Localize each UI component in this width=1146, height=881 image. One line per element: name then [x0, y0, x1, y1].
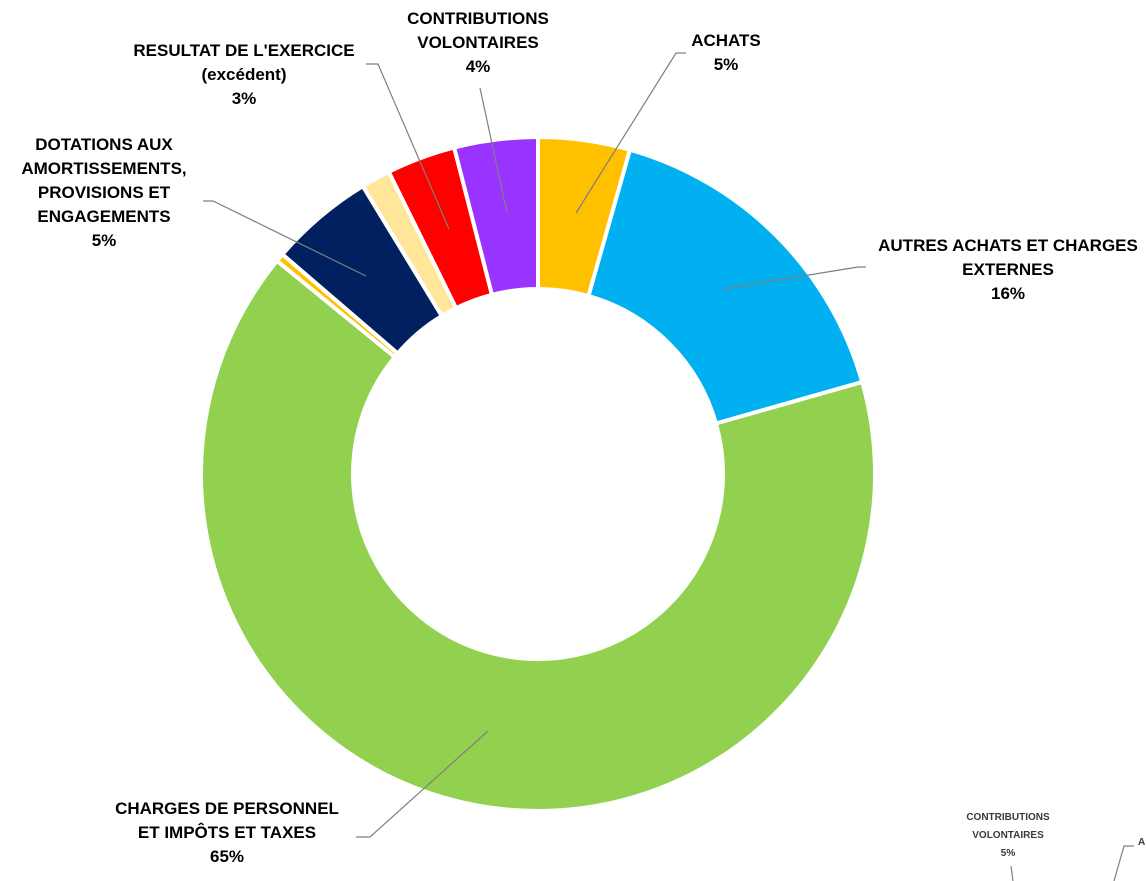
- data-label-percent: 5%: [714, 55, 739, 74]
- data-label-percent: 16%: [991, 284, 1025, 303]
- data-label-text: ACHATS: [691, 31, 761, 50]
- data-label-text: EXTERNES: [962, 260, 1054, 279]
- data-label-text: CHARGES DE PERSONNEL: [115, 799, 339, 818]
- data-label-text: VOLONTAIRES: [972, 830, 1044, 841]
- data-label-text: AMORTISSEMENTS,: [21, 159, 186, 178]
- data-label-text: VOLONTAIRES: [417, 33, 539, 52]
- second-chart-fragment: CONTRIBUTIONS VOLONTAIRES 5% A: [966, 812, 1145, 881]
- data-label-text: ENGAGEMENTS: [37, 207, 170, 226]
- donut-slices: [201, 137, 875, 811]
- data-label-text: A: [1138, 837, 1145, 848]
- data-label-percent: 3%: [232, 89, 257, 108]
- data-label-text: DOTATIONS AUX: [35, 135, 173, 154]
- data-label-text: CONTRIBUTIONS: [407, 9, 549, 28]
- data-label-percent: 4%: [466, 57, 491, 76]
- data-label-percent: 5%: [92, 231, 117, 250]
- data-label-text: AUTRES ACHATS ET CHARGES: [878, 236, 1138, 255]
- slice-autres-achats-et-charges-externes: [588, 150, 862, 424]
- data-label-percent: 5%: [1001, 848, 1016, 859]
- data-label-text: PROVISIONS ET: [38, 183, 171, 202]
- data-label-text: RESULTAT DE L'EXERCICE: [133, 41, 354, 60]
- data-label-percent: 65%: [210, 847, 244, 866]
- data-label-text: CONTRIBUTIONS: [966, 812, 1050, 823]
- data-label-text: ET IMPÔTS ET TAXES: [138, 823, 316, 842]
- data-label-text: (excédent): [201, 65, 286, 84]
- leader-line: [1114, 846, 1134, 881]
- leader-line: [1011, 866, 1013, 881]
